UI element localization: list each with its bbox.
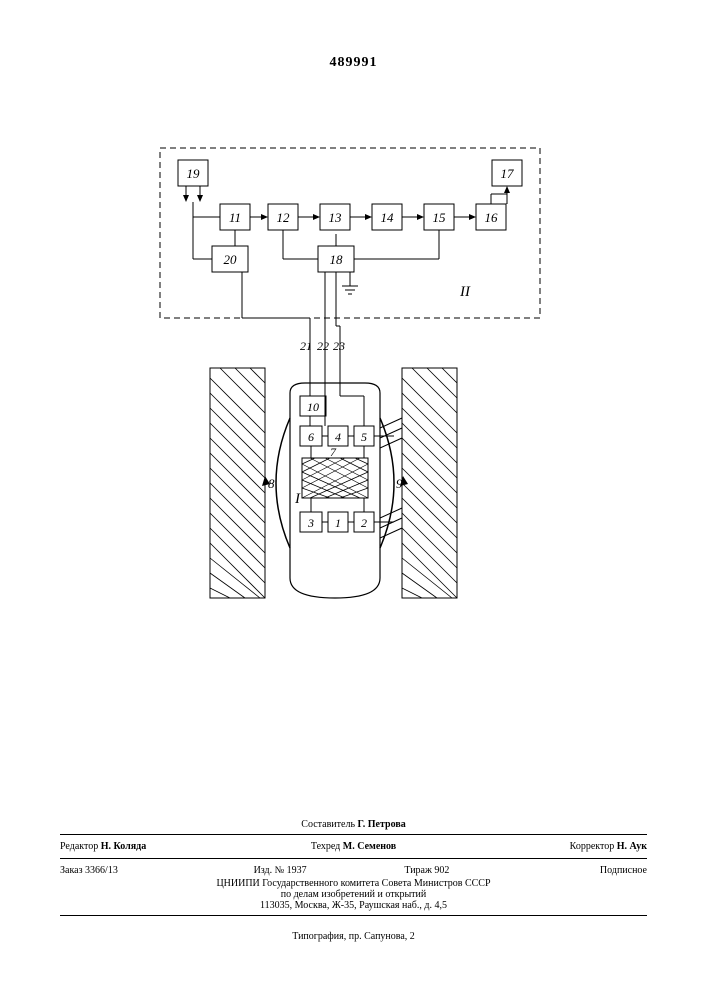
block-17: 17 [501, 166, 515, 181]
tirazh: Тираж 902 [354, 865, 501, 876]
page-number: 489991 [330, 55, 378, 71]
print-line: Типография, пр. Сапунова, 2 [292, 931, 415, 942]
block-3: 3 [307, 516, 314, 530]
block-7: 7 [330, 445, 337, 459]
address: 113035, Москва, Ж-35, Раушская наб., д. … [60, 900, 647, 911]
footer: Составитель Г. Петрова Редактор Н. Коляд… [60, 819, 647, 920]
block-15: 15 [433, 210, 447, 225]
block-20: 20 [224, 252, 238, 267]
wire-21: 21 [300, 339, 312, 353]
region-I-label: I [294, 491, 301, 507]
block-14: 14 [381, 210, 395, 225]
block-13: 13 [329, 210, 343, 225]
block-1: 1 [335, 516, 341, 530]
block-11: 11 [229, 210, 241, 225]
block-18: 18 [330, 252, 344, 267]
wire-22: 22 [317, 339, 329, 353]
block-16: 16 [485, 210, 499, 225]
org2: по делам изобретений и открытий [60, 889, 647, 900]
block-2: 2 [361, 516, 367, 530]
izd: Изд. № 1937 [207, 865, 354, 876]
order: Заказ 3366/13 [60, 865, 207, 876]
block-6: 6 [308, 430, 314, 444]
block-5: 5 [361, 430, 367, 444]
org1: ЦНИИПИ Государственного комитета Совета … [60, 878, 647, 889]
wire-23: 23 [333, 339, 345, 353]
compositor-name: Г. Петрова [358, 819, 406, 830]
corrector-label: Корректор [570, 841, 615, 852]
podpisnoe: Подписное [500, 865, 647, 876]
techred-name: М. Семенов [343, 841, 396, 852]
compositor-label: Составитель [301, 819, 355, 830]
techred-label: Техред [311, 841, 340, 852]
block-19: 19 [187, 166, 201, 181]
editor-label: Редактор [60, 841, 98, 852]
diagram: 19 17 11 12 13 14 15 16 20 18 [150, 138, 550, 638]
block-10: 10 [307, 400, 319, 414]
block-4: 4 [335, 430, 341, 444]
editor-name: Н. Коляда [101, 841, 146, 852]
region-II-label: II [459, 284, 471, 300]
corrector-name: Н. Аук [617, 841, 647, 852]
block-12: 12 [277, 210, 291, 225]
